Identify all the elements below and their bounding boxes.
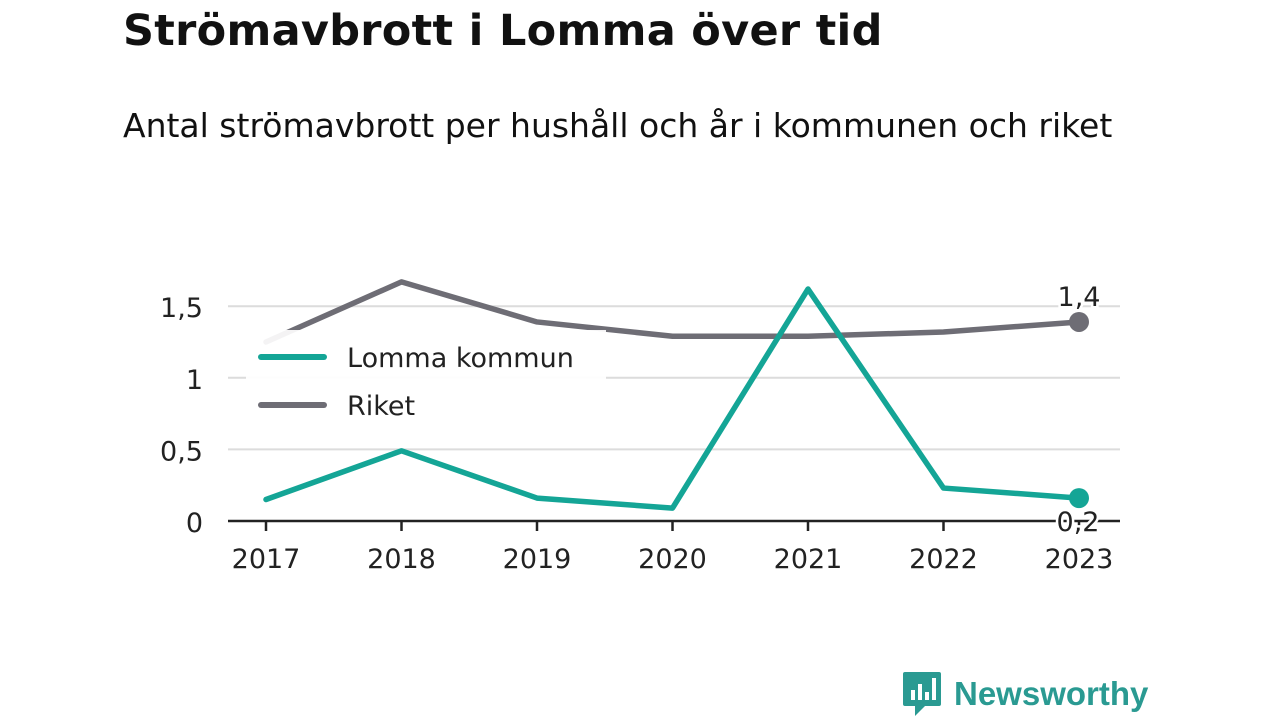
x-tick-label: 2018 bbox=[367, 544, 436, 575]
y-tick-label: 1,5 bbox=[160, 293, 203, 324]
brand-name: Newsworthy bbox=[954, 675, 1149, 712]
legend-label: Riket bbox=[347, 391, 415, 422]
newsworthy-logo-icon bbox=[903, 672, 941, 716]
data-point bbox=[1069, 488, 1089, 509]
y-tick-label: 0,5 bbox=[160, 436, 203, 467]
data-label-lomma: 0,2 bbox=[1057, 507, 1100, 538]
data-point bbox=[1069, 311, 1089, 332]
data-label-riket: 1,4 bbox=[1058, 282, 1101, 313]
brand-logo: Newsworthy bbox=[902, 670, 1148, 718]
y-tick-label: 0 bbox=[186, 508, 203, 539]
x-tick-label: 2023 bbox=[1045, 544, 1114, 575]
x-tick-label: 2021 bbox=[774, 544, 843, 575]
legend-label: Lomma kommun bbox=[347, 343, 574, 374]
chart-subtitle: Antal strömavbrott per hushåll och år i … bbox=[123, 106, 1113, 145]
y-tick-label: 1 bbox=[186, 365, 203, 396]
x-tick-label: 2020 bbox=[638, 544, 707, 575]
x-tick-label: 2019 bbox=[503, 544, 572, 575]
x-tick-label: 2022 bbox=[909, 544, 978, 575]
legend: Lomma kommun Riket bbox=[246, 330, 606, 430]
legend-background bbox=[246, 330, 606, 430]
chart-title: Strömavbrott i Lomma över tid bbox=[123, 6, 883, 56]
x-tick-label: 2017 bbox=[232, 544, 301, 575]
